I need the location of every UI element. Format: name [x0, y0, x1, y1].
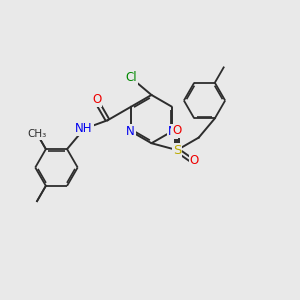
Text: NH: NH — [75, 122, 93, 135]
Text: N: N — [126, 125, 135, 138]
Text: O: O — [92, 93, 101, 106]
Text: O: O — [190, 154, 199, 167]
Text: Cl: Cl — [125, 71, 137, 84]
Text: O: O — [172, 124, 182, 137]
Text: S: S — [173, 144, 181, 157]
Text: N: N — [168, 125, 177, 138]
Text: CH₃: CH₃ — [27, 129, 47, 139]
